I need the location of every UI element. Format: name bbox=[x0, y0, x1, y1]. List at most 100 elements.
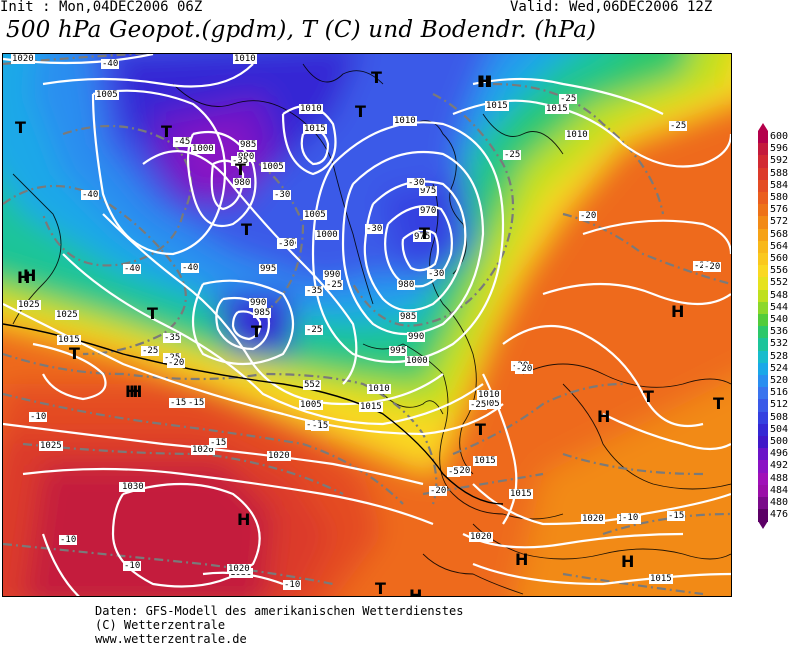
high-pressure-symbol: H bbox=[129, 382, 143, 401]
isobar-label: 1015 bbox=[545, 104, 569, 114]
legend-tick-label: 480 bbox=[770, 497, 789, 508]
isotherm-label: -25 bbox=[669, 121, 688, 131]
legend-swatch bbox=[758, 497, 768, 510]
isobar-label: 1000 bbox=[315, 230, 339, 240]
isotherm-label: -25 bbox=[305, 325, 324, 335]
legend-tick-label: 500 bbox=[770, 436, 789, 447]
legend-swatch bbox=[758, 484, 768, 498]
legend-tick-label: 556 bbox=[770, 265, 789, 277]
isotherm-label: -30 bbox=[365, 224, 384, 234]
isotherm-label: -15 bbox=[311, 421, 330, 431]
isotherm-label: -45 bbox=[173, 137, 192, 147]
legend-swatch bbox=[758, 509, 768, 523]
isotherm-label: -20 bbox=[167, 358, 186, 368]
isobar-label: 1005 bbox=[95, 90, 119, 100]
legend-swatch bbox=[758, 350, 768, 364]
isobar-label: 995 bbox=[389, 346, 408, 356]
low-pressure-symbol: T bbox=[241, 220, 252, 239]
legend-tick-label: 548 bbox=[770, 289, 789, 301]
isobar-label: 1015 bbox=[509, 489, 533, 499]
isobar-label: 1010 bbox=[367, 384, 391, 394]
legend-top-arrow bbox=[758, 123, 768, 131]
legend-swatch bbox=[758, 314, 768, 327]
legend-tick-label: 528 bbox=[770, 350, 789, 362]
isobar-label: 1005 bbox=[299, 400, 323, 410]
isobar-label: 1020 bbox=[227, 564, 251, 574]
isobar-label: 1015 bbox=[649, 574, 673, 584]
low-pressure-symbol: T bbox=[643, 387, 654, 406]
isobar-label: 1015 bbox=[473, 456, 497, 466]
high-pressure-symbol: H bbox=[515, 550, 529, 569]
credit-source: Daten: GFS-Modell des amerikanischen Wet… bbox=[95, 604, 464, 618]
isobar-label: 975 bbox=[419, 186, 438, 196]
isobar-label: 1010 bbox=[299, 104, 323, 114]
isotherm-label: -25 bbox=[141, 346, 160, 356]
isobar-label: 990 bbox=[407, 332, 426, 342]
isobar-label: 1020 bbox=[267, 451, 291, 461]
legend-bottom-arrow bbox=[758, 521, 768, 529]
isotherm-label: -30 bbox=[273, 190, 292, 200]
legend-tick-label: 476 bbox=[770, 509, 789, 521]
isobar-label: 1000 bbox=[405, 356, 429, 366]
isobar-label: 1015 bbox=[485, 101, 509, 111]
isotherm-label: -15 bbox=[169, 398, 188, 408]
isotherm-label: -25 bbox=[559, 94, 578, 104]
isobar-label: 970 bbox=[419, 206, 438, 216]
height-contour-label: 552 bbox=[303, 380, 322, 390]
high-pressure-symbol: H bbox=[237, 510, 251, 529]
isobar-label: 1005 bbox=[477, 399, 501, 409]
legend-tick-label: 504 bbox=[770, 423, 789, 435]
isotherm-label: -20 bbox=[693, 261, 712, 271]
credit-website[interactable]: www.wetterzentrale.de bbox=[95, 632, 247, 646]
legend-swatch bbox=[758, 436, 768, 449]
isotherm-label: -35 bbox=[163, 333, 182, 343]
legend-tick-label: 508 bbox=[770, 411, 789, 423]
isobar-label: 985 bbox=[253, 308, 272, 318]
isobar-label: 985 bbox=[399, 312, 418, 322]
isobar-label: 1000 bbox=[191, 144, 215, 154]
isobar-label: 1025 bbox=[55, 310, 79, 320]
legend-tick-label: 488 bbox=[770, 472, 789, 484]
low-pressure-symbol: T bbox=[251, 322, 262, 341]
legend-swatch bbox=[758, 338, 768, 352]
isobar-label: 1005 bbox=[303, 210, 327, 220]
legend-swatch bbox=[758, 362, 768, 376]
legend-tick-label: 600 bbox=[770, 131, 789, 142]
legend-tick-label: 552 bbox=[770, 277, 789, 289]
isotherm-label: -20 bbox=[579, 211, 598, 221]
low-pressure-symbol: T bbox=[713, 394, 724, 413]
legend-tick-label: 496 bbox=[770, 448, 789, 460]
high-pressure-symbol: H bbox=[597, 407, 611, 426]
legend-tick-label: 544 bbox=[770, 301, 789, 313]
low-pressure-symbol: T bbox=[161, 122, 172, 141]
isotherm-label: -15 bbox=[187, 398, 206, 408]
isobar-label: 1010 bbox=[477, 390, 501, 400]
isobar-label: 990 bbox=[249, 298, 268, 308]
legend-swatch bbox=[758, 155, 768, 169]
high-pressure-symbol: H bbox=[17, 268, 31, 287]
legend-tick-label: 580 bbox=[770, 192, 789, 203]
legend-tick-label: 592 bbox=[770, 155, 789, 167]
legend-tick-label: 560 bbox=[770, 253, 789, 264]
isobar-label: 1015 bbox=[57, 335, 81, 345]
low-pressure-symbol: T bbox=[235, 160, 246, 179]
isotherm-label: -40 bbox=[123, 264, 142, 274]
legend-tick-label: 536 bbox=[770, 326, 789, 338]
data-credits: Daten: GFS-Modell des amerikanischen Wet… bbox=[95, 604, 463, 646]
legend-tick-label: 576 bbox=[770, 204, 789, 216]
isotherm-label: -25 bbox=[503, 150, 522, 160]
isotherm-label: -40 bbox=[101, 59, 120, 69]
legend-swatch bbox=[758, 253, 768, 266]
high-pressure-symbol: H bbox=[125, 382, 139, 401]
legend-tick-label: 596 bbox=[770, 143, 789, 155]
isobar-label: 1025 bbox=[39, 441, 63, 451]
weather-map: 1020101010051010101510101005100099098598… bbox=[2, 53, 732, 597]
legend-swatch bbox=[758, 228, 768, 242]
legend-swatch bbox=[758, 411, 768, 425]
legend-swatch bbox=[758, 460, 768, 474]
low-pressure-symbol: T bbox=[375, 579, 386, 597]
isotherm-label: -40 bbox=[181, 263, 200, 273]
isotherm-label: -35 bbox=[305, 286, 324, 296]
isotherm-label: -20 bbox=[453, 466, 472, 476]
legend-tick-label: 524 bbox=[770, 362, 789, 374]
